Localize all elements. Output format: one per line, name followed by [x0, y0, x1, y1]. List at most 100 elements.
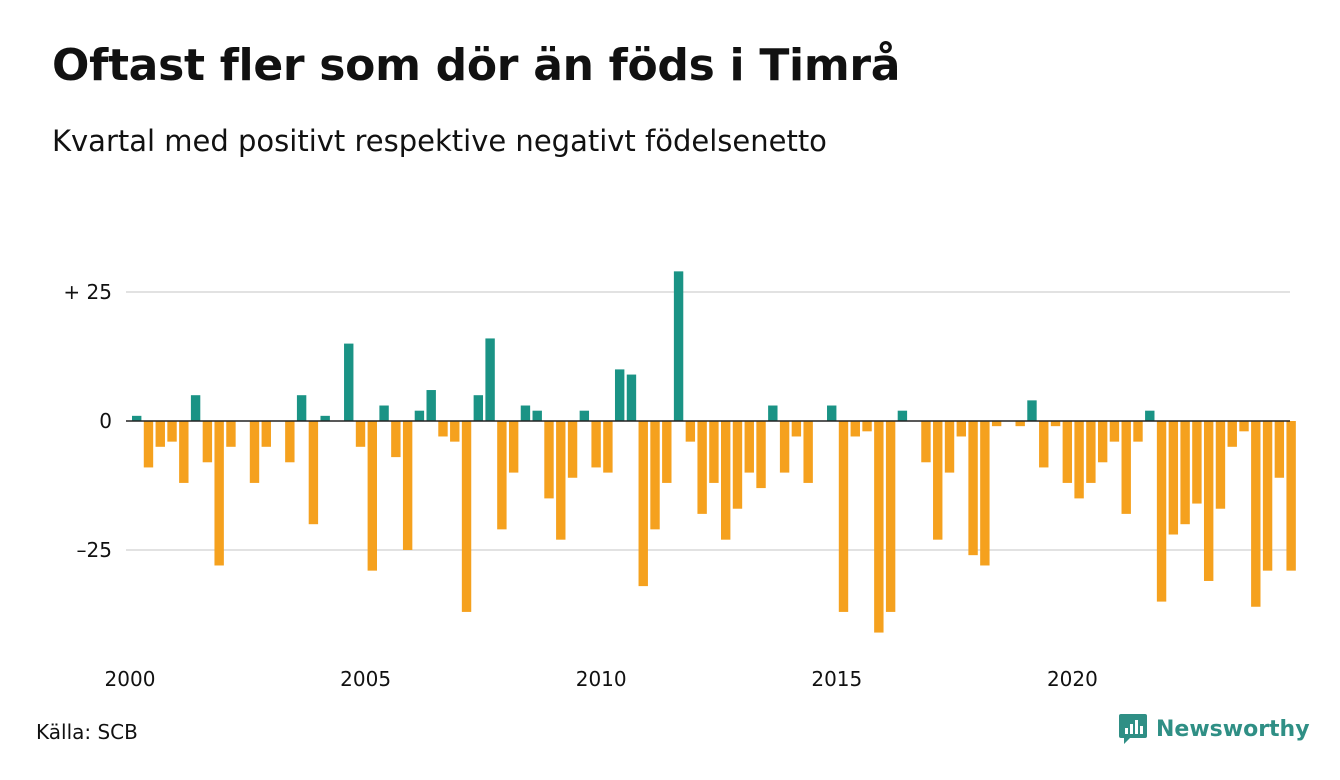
bar-chart: + 25 0 –25 2000 2005 2010 2015 2020 — [63, 271, 1296, 691]
bar — [1086, 421, 1096, 483]
bar — [532, 410, 542, 421]
bar — [1039, 421, 1049, 468]
bar — [1274, 421, 1285, 478]
y-tick-label: + 25 — [63, 280, 112, 304]
x-tick-label: 2010 — [576, 667, 627, 691]
bar — [827, 405, 837, 421]
bar — [803, 421, 813, 483]
bar — [768, 405, 778, 421]
bar — [1227, 421, 1237, 447]
newsworthy-logo-icon — [1119, 714, 1147, 744]
bar — [1074, 421, 1084, 499]
bar — [756, 421, 766, 489]
bar — [603, 421, 613, 473]
x-tick-label: 2015 — [811, 667, 862, 691]
bar — [508, 421, 519, 473]
bar — [709, 421, 719, 483]
bar — [402, 421, 413, 550]
bar — [544, 421, 554, 499]
bar — [1262, 421, 1273, 571]
bar — [1156, 421, 1167, 602]
bar — [1203, 421, 1214, 581]
bar — [721, 421, 731, 540]
bar — [1062, 421, 1073, 483]
brand-name: Newsworthy — [1156, 716, 1310, 742]
bar — [850, 421, 860, 437]
chart-subtitle: Kvartal med positivt respektive negativt… — [52, 124, 827, 158]
bar — [344, 343, 354, 421]
bar — [132, 415, 142, 421]
bar — [980, 421, 990, 566]
chart-title: Oftast fler som dör än föds i Timrå — [52, 40, 901, 91]
bar — [450, 421, 460, 442]
bar — [1097, 421, 1108, 463]
bar — [791, 421, 802, 437]
bar — [190, 395, 201, 421]
bar — [579, 410, 590, 421]
bar — [685, 421, 696, 442]
bar — [779, 421, 790, 473]
bar — [626, 374, 637, 421]
bar — [379, 405, 389, 421]
bar — [1192, 421, 1202, 504]
bar — [956, 421, 966, 437]
bar — [143, 421, 154, 468]
bar — [249, 421, 260, 483]
bar — [202, 421, 213, 463]
bar — [874, 421, 884, 633]
bar — [438, 421, 448, 437]
brand-logo: Newsworthy — [1118, 712, 1310, 746]
bar — [155, 421, 165, 447]
bar — [862, 421, 872, 432]
bar — [556, 421, 566, 540]
bar — [285, 421, 295, 463]
bar — [308, 421, 319, 525]
y-tick-label: 0 — [99, 409, 112, 433]
x-tick-label: 2005 — [340, 667, 391, 691]
bar — [1215, 421, 1226, 509]
bar — [1027, 400, 1037, 421]
bar — [673, 271, 684, 421]
bar — [261, 421, 271, 447]
bar — [167, 421, 177, 442]
bar — [650, 421, 660, 530]
x-tick-label: 2020 — [1047, 667, 1098, 691]
bar — [1286, 421, 1296, 571]
bar — [991, 421, 1002, 427]
bar — [744, 421, 754, 473]
bar — [426, 390, 436, 421]
bar — [638, 421, 648, 587]
bar — [567, 421, 578, 478]
bar — [944, 421, 955, 473]
bar — [214, 421, 224, 566]
bar — [897, 410, 908, 421]
bar — [1168, 421, 1179, 535]
bar — [1050, 421, 1061, 427]
bar — [485, 338, 495, 421]
bar — [1109, 421, 1120, 442]
bar — [391, 421, 401, 458]
y-tick-label: –25 — [77, 538, 112, 562]
bar — [1251, 421, 1261, 607]
bar — [320, 415, 330, 421]
bar — [921, 421, 931, 463]
bar — [1180, 421, 1190, 525]
bar — [367, 421, 377, 571]
bar — [1145, 410, 1155, 421]
bar — [614, 369, 625, 421]
bar — [473, 395, 484, 421]
bar — [414, 410, 425, 421]
bar — [355, 421, 366, 447]
bar — [1121, 421, 1131, 514]
bar — [520, 405, 531, 421]
bar — [296, 395, 307, 421]
bar — [226, 421, 236, 447]
bar — [933, 421, 943, 540]
bar — [461, 421, 472, 612]
bar — [591, 421, 601, 468]
source-note: Källa: SCB — [36, 720, 138, 744]
bar — [968, 421, 978, 556]
bar — [885, 421, 896, 612]
bar — [838, 421, 849, 612]
bar — [1133, 421, 1143, 442]
